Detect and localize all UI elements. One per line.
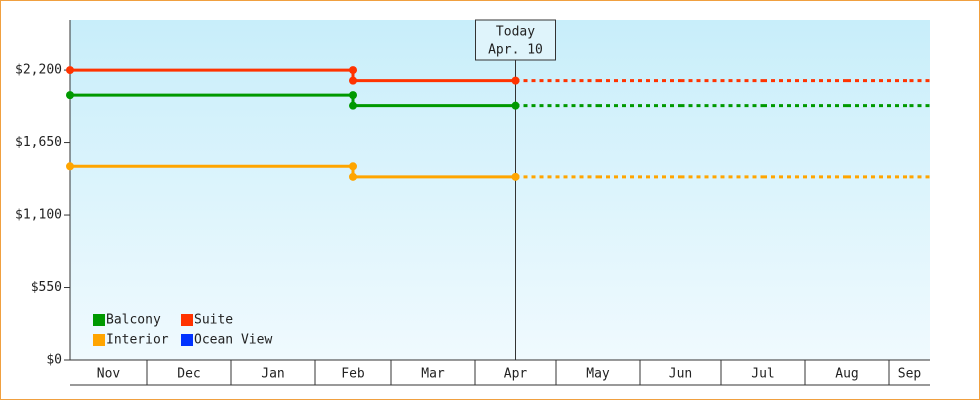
x-tick-label: May <box>586 367 610 382</box>
x-tick-label: Jul <box>751 367 774 382</box>
today-title: Today <box>496 25 535 40</box>
series <box>66 66 930 85</box>
x-tick-label: Dec <box>177 367 200 382</box>
x-tick-label: Feb <box>341 367 365 382</box>
x-tick-label: Nov <box>97 367 121 382</box>
price-point <box>349 101 357 110</box>
y-tick-label: $550 <box>31 280 62 295</box>
price-point <box>66 66 74 75</box>
y-tick-label: $0 <box>46 353 62 368</box>
y-tick-label: $2,200 <box>15 63 62 78</box>
x-tick-label: Sep <box>898 367 922 382</box>
price-point <box>349 66 357 75</box>
price-point <box>349 172 357 181</box>
x-tick-label: Apr <box>504 367 528 382</box>
price-point <box>349 76 357 85</box>
x-tick-label: Jun <box>669 367 692 382</box>
price-point <box>349 91 357 100</box>
plot-area <box>70 20 930 360</box>
y-tick-label: $1,100 <box>15 208 62 223</box>
y-tick-label: $1,650 <box>15 135 62 150</box>
legend-label: Suite <box>194 313 233 328</box>
legend-swatch <box>93 314 105 326</box>
price-point <box>511 76 520 85</box>
price-point <box>511 172 520 181</box>
legend-swatch <box>181 334 193 346</box>
legend-swatch <box>93 334 105 346</box>
today-box <box>475 19 556 61</box>
x-tick-label: Mar <box>421 367 445 382</box>
legend-label: Ocean View <box>194 333 272 348</box>
x-tick-label: Aug <box>835 367 858 382</box>
price-point <box>349 162 357 171</box>
today-date: Apr. 10 <box>488 43 543 58</box>
legend-swatch <box>181 314 193 326</box>
legend-label: Interior <box>106 333 169 348</box>
price-point <box>66 91 74 100</box>
series <box>66 162 930 181</box>
series <box>66 91 930 110</box>
price-point <box>66 162 74 171</box>
x-tick-label: Jan <box>261 367 284 382</box>
price-point <box>511 101 520 110</box>
legend-label: Balcony <box>106 313 161 328</box>
